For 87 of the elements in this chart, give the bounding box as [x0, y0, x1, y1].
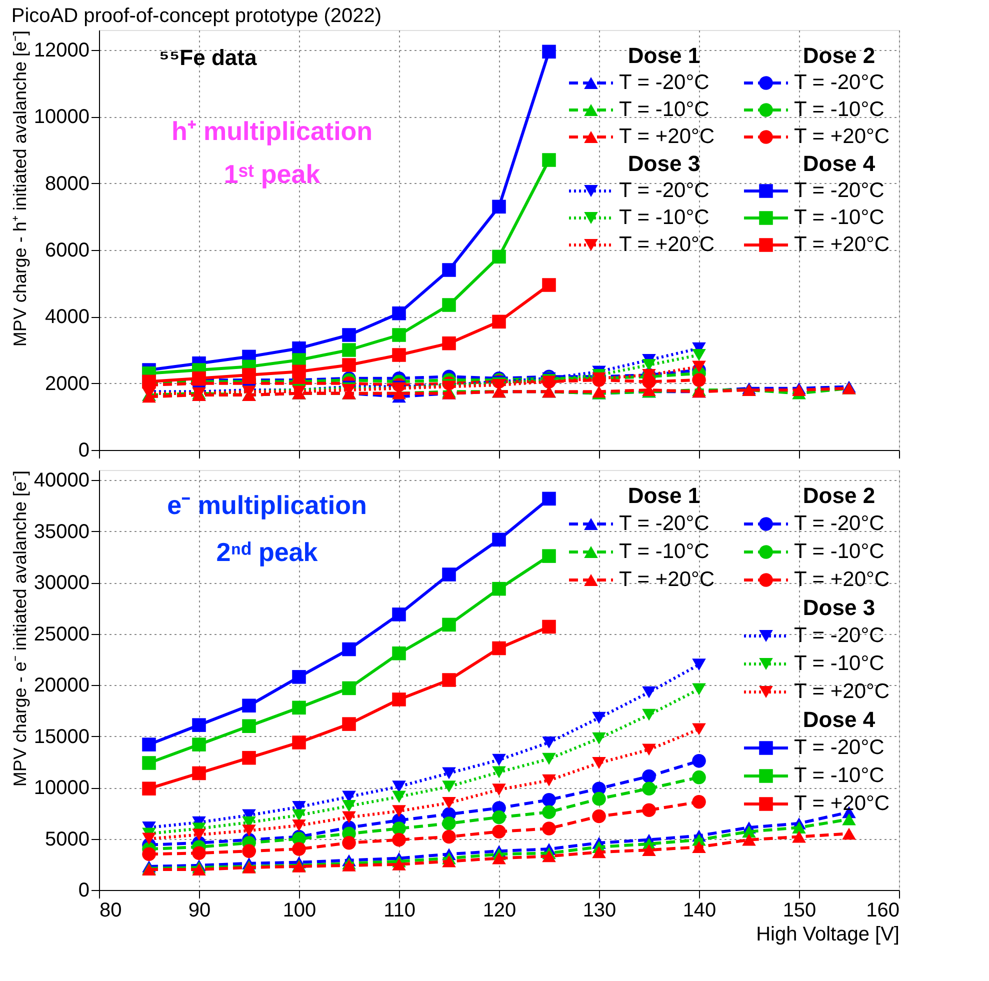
- y-tick-label: 10000: [34, 777, 90, 800]
- point: [492, 314, 506, 329]
- point: [242, 368, 256, 382]
- x-tick-label: 150: [782, 900, 816, 922]
- legend-label: T = +20°C: [619, 568, 715, 591]
- legend-label: T = -20°C: [794, 624, 884, 647]
- x-tick-label: 140: [682, 900, 716, 922]
- annotation: Dose 3: [802, 595, 876, 620]
- y-tick-label: 6000: [45, 240, 90, 262]
- point: [292, 364, 306, 379]
- legend-label: T = +20°C: [794, 125, 890, 148]
- legend-label: T = +20°C: [794, 792, 890, 815]
- legend-label: T = +20°C: [619, 233, 715, 256]
- y-axis-title: MPV charge - h⁺ initiated avalanche [e⁻]: [10, 30, 30, 347]
- annotation: h⁺ multiplication: [171, 116, 373, 146]
- y-tick-label: 8000: [45, 172, 90, 195]
- legend-label: T = -10°C: [619, 540, 710, 563]
- y-tick-label: 35000: [34, 520, 90, 543]
- annotation: e⁻ multiplication: [167, 490, 367, 520]
- point: [492, 200, 506, 214]
- y-tick-label: 0: [78, 880, 90, 902]
- point: [542, 278, 556, 292]
- legend-label: T = +20°C: [794, 680, 890, 703]
- legend-label: T = -20°C: [794, 736, 884, 759]
- point: [492, 250, 506, 264]
- x-tick-label: 160: [866, 900, 900, 922]
- legend-label: T = -10°C: [619, 98, 710, 121]
- annotation: Dose 4: [802, 707, 876, 732]
- legend-label: T = -10°C: [619, 206, 710, 229]
- point: [342, 328, 356, 342]
- legend-label: T = -20°C: [794, 71, 884, 94]
- y-tick-label: 5000: [45, 828, 90, 850]
- x-axis-title: High Voltage [V]: [756, 924, 900, 946]
- point: [542, 153, 556, 167]
- x-tick-label: 110: [384, 900, 416, 922]
- x-tick-label: 130: [582, 900, 616, 922]
- annotation: Dose 2: [802, 43, 876, 68]
- point: [692, 373, 706, 387]
- y-tick-label: 2000: [45, 372, 90, 395]
- chart-title: PicoAD proof-of-concept prototype (2022): [11, 5, 382, 27]
- y-tick-label: 0: [78, 440, 90, 462]
- annotation: Dose 2: [802, 483, 876, 508]
- point: [542, 44, 556, 59]
- annotation: ⁵⁵Fe data: [159, 45, 258, 70]
- point: [442, 263, 456, 277]
- legend-label: T = -20°C: [619, 512, 710, 535]
- legend-label: T = -10°C: [794, 764, 884, 787]
- legend-label: T = -20°C: [794, 512, 884, 535]
- legend-label: T = -10°C: [794, 652, 884, 675]
- legend-label: T = -20°C: [794, 179, 884, 202]
- point: [442, 298, 456, 312]
- y-tick-label: 15000: [34, 726, 90, 748]
- x-tick-label: 90: [188, 900, 211, 922]
- point: [692, 360, 706, 373]
- x-tick-label: 100: [282, 900, 316, 922]
- point: [392, 328, 406, 342]
- legend-label: T = -10°C: [794, 206, 884, 229]
- annotation: 2ⁿᵈ peak: [216, 537, 318, 567]
- y-axis-title: MPV charge - e⁻ initiated avalanche [e⁻]: [10, 470, 30, 787]
- legend-label: T = +20°C: [794, 568, 890, 591]
- point: [342, 358, 356, 372]
- y-tick-label: 20000: [34, 674, 90, 697]
- annotation: Dose 1: [628, 483, 700, 508]
- x-tick-label: 80: [100, 900, 122, 922]
- y-tick-label: 10000: [34, 106, 90, 128]
- legend-label: T = -10°C: [794, 540, 884, 563]
- point: [642, 359, 656, 371]
- y-tick-label: 4000: [45, 306, 90, 328]
- point: [392, 306, 406, 320]
- y-tick-label: 40000: [34, 470, 90, 492]
- annotation: Dose 4: [802, 151, 876, 176]
- point: [342, 343, 356, 357]
- y-tick-label: 25000: [34, 623, 90, 646]
- legend-label: T = -20°C: [619, 71, 710, 94]
- point: [692, 349, 706, 361]
- y-tick-label: 12000: [34, 40, 90, 62]
- point: [392, 348, 406, 362]
- annotation: Dose 1: [628, 43, 700, 68]
- x-tick-label: 120: [482, 900, 516, 922]
- point: [442, 336, 456, 350]
- legend-label: T = -10°C: [794, 98, 884, 121]
- annotation: 1ˢᵗ peak: [224, 159, 321, 189]
- legend-label: T = -20°C: [619, 179, 710, 202]
- annotation: Dose 3: [628, 151, 700, 176]
- legend-label: T = +20°C: [794, 233, 890, 256]
- y-tick-label: 30000: [34, 572, 90, 594]
- legend-label: T = +20°C: [619, 125, 715, 148]
